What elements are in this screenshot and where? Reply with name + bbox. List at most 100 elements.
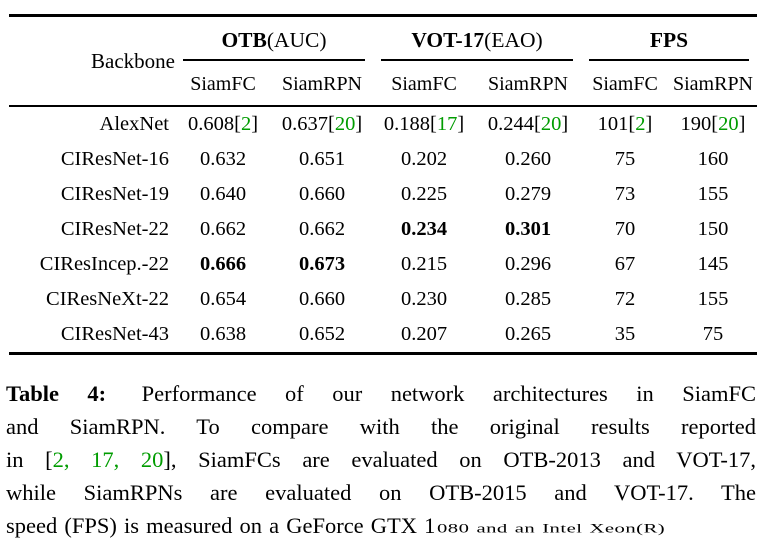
subheader-otb-siamrpn: SiamRPN bbox=[271, 63, 373, 107]
table-cell: 0.662 bbox=[271, 212, 373, 247]
cell-value: 0.660 bbox=[298, 183, 346, 205]
cell-value: 0.225 bbox=[400, 183, 448, 205]
table-cell: 0.215 bbox=[373, 247, 475, 282]
table-caption: Table 4: Performance of our network arch… bbox=[6, 377, 756, 542]
table-cell: 101[2] bbox=[581, 106, 669, 142]
cell-value: 155 bbox=[697, 288, 729, 310]
cell-value: 0.660 bbox=[298, 288, 346, 310]
group-underline bbox=[589, 59, 750, 61]
cell-value: 0.662 bbox=[298, 218, 346, 240]
row-label: CIResNet-43 bbox=[60, 323, 169, 345]
row-label: AlexNet bbox=[99, 113, 169, 135]
cell-value: 0.673 bbox=[298, 253, 346, 275]
table-cell: 0.230 bbox=[373, 282, 475, 317]
cell-value: 0.265 bbox=[504, 323, 552, 345]
group-header-vot17: VOT-17(EAO) bbox=[373, 16, 581, 64]
citation-number: 20 bbox=[334, 113, 356, 135]
table-cell: 0.202 bbox=[373, 142, 475, 177]
caption-text: speed (FPS) is measured on a GeForce GTX… bbox=[6, 513, 436, 538]
table-cell: 0.654 bbox=[175, 282, 271, 317]
cell-value: 0.207 bbox=[400, 323, 448, 345]
cell-value: 0.188 bbox=[383, 113, 430, 135]
table-cell: 150 bbox=[669, 212, 757, 247]
group-fps-name: FPS bbox=[649, 27, 689, 52]
subheader-row: SiamFC SiamRPN SiamFC SiamRPN SiamFC Sia… bbox=[9, 63, 758, 107]
cell-value: 0.260 bbox=[504, 148, 552, 170]
cell-value: 0.234 bbox=[400, 218, 448, 240]
caption-line-4: while SiamRPNs are evaluated on OTB-2015… bbox=[6, 476, 756, 509]
cell-value: 0.666 bbox=[199, 253, 247, 275]
cell-value: 72 bbox=[614, 288, 636, 310]
cell-value: 0.202 bbox=[400, 148, 448, 170]
subheader-fps-siamrpn: SiamRPN bbox=[669, 63, 758, 107]
table-row-ciresnext22: CIResNeXt-22 0.654 0.660 0.230 0.285 72 … bbox=[9, 282, 757, 317]
cell-value: 0.640 bbox=[199, 183, 247, 205]
subheader-vot-siamfc: SiamFC bbox=[373, 63, 475, 107]
cell-value: 0.230 bbox=[400, 288, 448, 310]
table-cell: 0.652 bbox=[271, 317, 373, 354]
caption-line-5: speed (FPS) is measured on a GeForce GTX… bbox=[6, 509, 756, 542]
citation-ref: [2] bbox=[628, 113, 653, 135]
table-cell: 0.234 bbox=[373, 212, 475, 247]
cell-value: 0.652 bbox=[298, 323, 346, 345]
table-cell: 0.640 bbox=[175, 177, 271, 212]
table-cell: 0.279 bbox=[475, 177, 581, 212]
table-cell: 160 bbox=[669, 142, 757, 177]
table-row-ciresnet19: CIResNet-19 0.640 0.660 0.225 0.279 73 1… bbox=[9, 177, 757, 212]
caption-label: Table 4: bbox=[6, 381, 107, 406]
table-cell: 0.301 bbox=[475, 212, 581, 247]
table-cell: 35 bbox=[581, 317, 669, 354]
table-cell: 0.260 bbox=[475, 142, 581, 177]
cell-value: 0.638 bbox=[199, 323, 247, 345]
table-cell: 0.662 bbox=[175, 212, 271, 247]
group-otb-metric: (AUC) bbox=[266, 27, 327, 52]
subheader-fps-siamfc: SiamFC bbox=[581, 63, 669, 107]
table-cell: 0.673 bbox=[271, 247, 373, 282]
table-cell: 67 bbox=[581, 247, 669, 282]
table-cell: 73 bbox=[581, 177, 669, 212]
cell-value: 75 bbox=[614, 148, 636, 170]
citation-ref: [17] bbox=[429, 113, 465, 135]
table-cell: 0.188[17] bbox=[373, 106, 475, 142]
caption-line-3: in [2, 17, 20], SiamFCs are evaluated on… bbox=[6, 443, 756, 476]
table-cell: 0.637[20] bbox=[271, 106, 373, 142]
group-header-otb: OTB(AUC) bbox=[175, 16, 373, 64]
cell-value: 0.654 bbox=[199, 288, 247, 310]
subheader-vot-siamrpn: SiamRPN bbox=[475, 63, 581, 107]
table-cell: 0.660 bbox=[271, 282, 373, 317]
cell-value: 0.285 bbox=[504, 288, 552, 310]
citation-number: 17 bbox=[436, 113, 458, 135]
caption-garbled-text: 080 and an Intel Xeon(R) bbox=[437, 521, 666, 536]
caption-text: in [ bbox=[6, 447, 53, 472]
citation-number: 20 bbox=[718, 113, 739, 135]
group-underline bbox=[381, 59, 573, 61]
backbone-column-header: Backbone bbox=[9, 15, 175, 107]
table-cell: 155 bbox=[669, 177, 757, 212]
caption-text: while SiamRPNs are evaluated on OTB-2015… bbox=[6, 480, 756, 505]
results-table-body: AlexNet 0.608[2] 0.637[20] 0.188[17] 0.2… bbox=[9, 106, 757, 354]
row-label: CIResIncep.-22 bbox=[39, 253, 169, 275]
table-cell: 75 bbox=[581, 142, 669, 177]
table-cell: 0.660 bbox=[271, 177, 373, 212]
results-table: Backbone OTB(AUC) VOT-17(EAO) FPS SiamFC… bbox=[9, 14, 758, 355]
citation-ref: [2] bbox=[234, 113, 259, 135]
cell-value: 0.637 bbox=[281, 113, 328, 135]
cell-value: 150 bbox=[697, 218, 729, 240]
table-cell: 190[20] bbox=[669, 106, 757, 142]
cell-value: 155 bbox=[697, 183, 729, 205]
table-row-ciresnet22: CIResNet-22 0.662 0.662 0.234 0.301 70 1… bbox=[9, 212, 757, 247]
group-vot17-metric: (EAO) bbox=[484, 27, 543, 52]
table-cell: 155 bbox=[669, 282, 757, 317]
cell-value: 0.662 bbox=[199, 218, 247, 240]
table-cell: 0.651 bbox=[271, 142, 373, 177]
table-row-ciresnet16: CIResNet-16 0.632 0.651 0.202 0.260 75 1… bbox=[9, 142, 757, 177]
cell-value: 160 bbox=[697, 148, 729, 170]
cell-value: 35 bbox=[614, 323, 636, 345]
table-cell: 0.285 bbox=[475, 282, 581, 317]
table-cell: 0.244[20] bbox=[475, 106, 581, 142]
cell-value: 0.279 bbox=[504, 183, 552, 205]
results-table-header: Backbone OTB(AUC) VOT-17(EAO) FPS SiamFC… bbox=[9, 15, 758, 107]
row-label: CIResNet-22 bbox=[60, 218, 169, 240]
table-row-alexnet: AlexNet 0.608[2] 0.637[20] 0.188[17] 0.2… bbox=[9, 106, 757, 142]
